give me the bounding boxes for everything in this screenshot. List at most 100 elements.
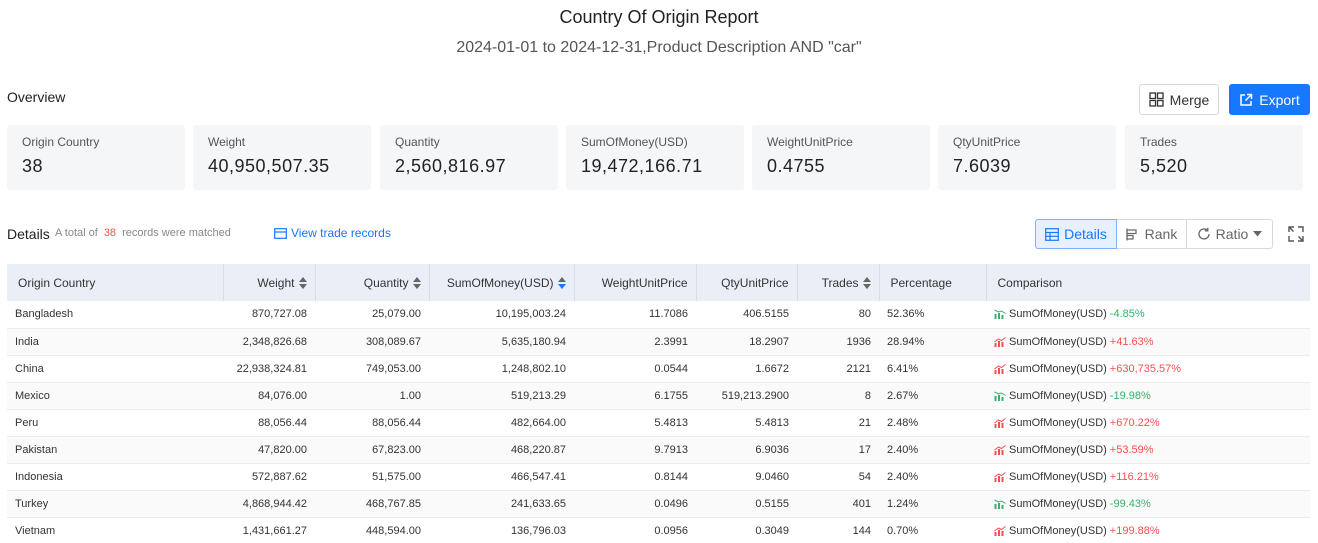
details-table-container: Origin Country Weight Quantity SumOfMone… (7, 264, 1310, 543)
card-quantity: Quantity 2,560,816.97 (380, 125, 558, 190)
sort-desc-icon[interactable] (557, 277, 566, 290)
sort-icon[interactable] (862, 277, 871, 290)
cell-percentage: 0.70% (879, 517, 986, 543)
export-button[interactable]: Export (1229, 84, 1310, 115)
column-header-qty-unit-price: QtyUnitPrice (696, 264, 798, 301)
trend-up-icon (994, 417, 1006, 428)
trend-down-icon (994, 391, 1006, 401)
column-header-quantity[interactable]: Quantity (315, 264, 430, 301)
view-trade-records-link[interactable]: View trade records (274, 226, 391, 240)
card-value: 38 (22, 156, 44, 176)
cell-comparison: SumOfMoney(USD) +199.88% (986, 517, 1310, 543)
cell-sum-of-money: 466,547.41 (429, 463, 574, 491)
export-button-label: Export (1259, 91, 1300, 108)
comparison-label: SumOfMoney(USD) (1009, 335, 1107, 348)
cell-qty-unit-price: 0.3049 (696, 517, 797, 543)
cell-weight: 4,868,944.42 (223, 490, 315, 518)
cell-qty-unit-price: 18.2907 (696, 328, 797, 356)
cell-quantity: 88,056.44 (315, 409, 429, 437)
cell-sum-of-money: 1,248,802.10 (429, 355, 574, 383)
card-label: Trades (1140, 135, 1177, 149)
sort-icon[interactable] (298, 277, 307, 290)
cell-comparison: SumOfMoney(USD) +41.63% (986, 328, 1310, 356)
card-trades: Trades 5,520 (1125, 125, 1303, 190)
card-value: 19,472,166.71 (581, 156, 703, 176)
cell-weight-unit-price: 0.8144 (574, 463, 696, 491)
cell-comparison: SumOfMoney(USD) -19.98% (986, 382, 1310, 410)
column-label: Origin Country (18, 275, 96, 290)
cell-qty-unit-price: 0.5155 (696, 490, 797, 518)
cell-trades: 80 (797, 301, 879, 329)
column-label: WeightUnitPrice (601, 275, 688, 290)
rank-icon (1126, 228, 1137, 240)
column-header-sum-of-money[interactable]: SumOfMoney(USD) (429, 264, 575, 301)
column-label: Quantity (363, 275, 409, 290)
cell-trades: 8 (797, 382, 879, 410)
trend-up-icon (994, 471, 1006, 482)
overview-cards: Origin Country 38 Weight 40,950,507.35 Q… (7, 125, 1303, 190)
cell-weight-unit-price: 5.4813 (574, 409, 696, 437)
merge-button[interactable]: Merge (1139, 84, 1219, 115)
cell-country: Bangladesh (7, 301, 223, 329)
comparison-value: -19.98% (1109, 389, 1151, 402)
column-header-weight-unit-price: WeightUnitPrice (574, 264, 697, 301)
cell-quantity: 468,767.85 (315, 490, 429, 518)
cell-weight: 47,820.00 (223, 436, 315, 464)
cell-quantity: 308,089.67 (315, 328, 429, 356)
table-row: Peru 88,056.44 88,056.44 482,664.00 5.4813 5.… (7, 409, 1310, 437)
details-view-button[interactable]: Details (1035, 219, 1117, 249)
cell-sum-of-money: 482,664.00 (429, 409, 574, 437)
table-row: Turkey 4,868,944.42 468,767.85 241,633.65 0.… (7, 490, 1310, 518)
cell-percentage: 1.24% (879, 490, 986, 518)
comparison-label: SumOfMoney(USD) (1009, 524, 1107, 537)
cell-quantity: 51,575.00 (315, 463, 429, 491)
fullscreen-button[interactable] (1287, 225, 1305, 243)
trade-records-icon (274, 227, 287, 239)
cell-trades: 144 (797, 517, 879, 543)
table-row: Vietnam 1,431,661.27 448,594.00 136,796.03 0… (7, 517, 1310, 543)
card-origin-country: Origin Country 38 (7, 125, 185, 190)
card-weight: Weight 40,950,507.35 (193, 125, 371, 190)
record-count: 38 (103, 227, 117, 239)
column-header-trades[interactable]: Trades (797, 264, 880, 301)
cell-percentage: 52.36% (879, 301, 986, 329)
ratio-view-dropdown[interactable]: Ratio (1186, 219, 1273, 249)
cell-weight-unit-price: 11.7086 (574, 301, 696, 329)
table-row: China 22,938,324.81 749,053.00 1,248,802.10… (7, 355, 1310, 383)
comparison-label: SumOfMoney(USD) (1009, 470, 1107, 483)
comparison-value: -99.43% (1109, 497, 1151, 510)
trend-up-icon (994, 363, 1006, 374)
table-row: Bangladesh 870,727.08 25,079.00 10,195,003.… (7, 301, 1310, 329)
column-header-weight[interactable]: Weight (223, 264, 316, 301)
cell-sum-of-money: 5,635,180.94 (429, 328, 574, 356)
cell-weight: 2,348,826.68 (223, 328, 315, 356)
cell-weight: 84,076.00 (223, 382, 315, 410)
cell-quantity: 67,823.00 (315, 436, 429, 464)
expand-icon (1288, 226, 1304, 242)
cell-trades: 2121 (797, 355, 879, 383)
cell-quantity: 749,053.00 (315, 355, 429, 383)
column-label: Comparison (997, 275, 1063, 290)
comparison-label: SumOfMoney(USD) (1009, 416, 1107, 429)
records-summary: A total of 38 records were matched (55, 227, 231, 239)
trend-down-icon (994, 309, 1006, 320)
cell-country: Indonesia (7, 463, 223, 491)
card-label: Quantity (395, 135, 440, 149)
rank-view-button[interactable]: Rank (1116, 219, 1187, 249)
comparison-label: SumOfMoney(USD) (1009, 362, 1107, 375)
trend-down-icon (994, 499, 1006, 509)
card-value: 7.6039 (953, 156, 1012, 176)
card-qty-unit-price: QtyUnitPrice 7.6039 (938, 125, 1116, 190)
trend-up-icon (994, 444, 1006, 455)
details-table: Origin Country Weight Quantity SumOfMone… (7, 264, 1310, 543)
sort-icon[interactable] (412, 277, 421, 290)
column-header-origin-country: Origin Country (7, 264, 224, 301)
cell-country: Peru (7, 409, 223, 437)
merge-icon (1149, 92, 1164, 107)
column-label: SumOfMoney(USD) (446, 275, 554, 290)
cell-percentage: 2.67% (879, 382, 986, 410)
overview-heading: Overview (7, 89, 66, 105)
export-icon (1240, 93, 1253, 106)
cell-weight-unit-price: 0.0496 (574, 490, 696, 518)
cell-trades: 17 (797, 436, 879, 464)
